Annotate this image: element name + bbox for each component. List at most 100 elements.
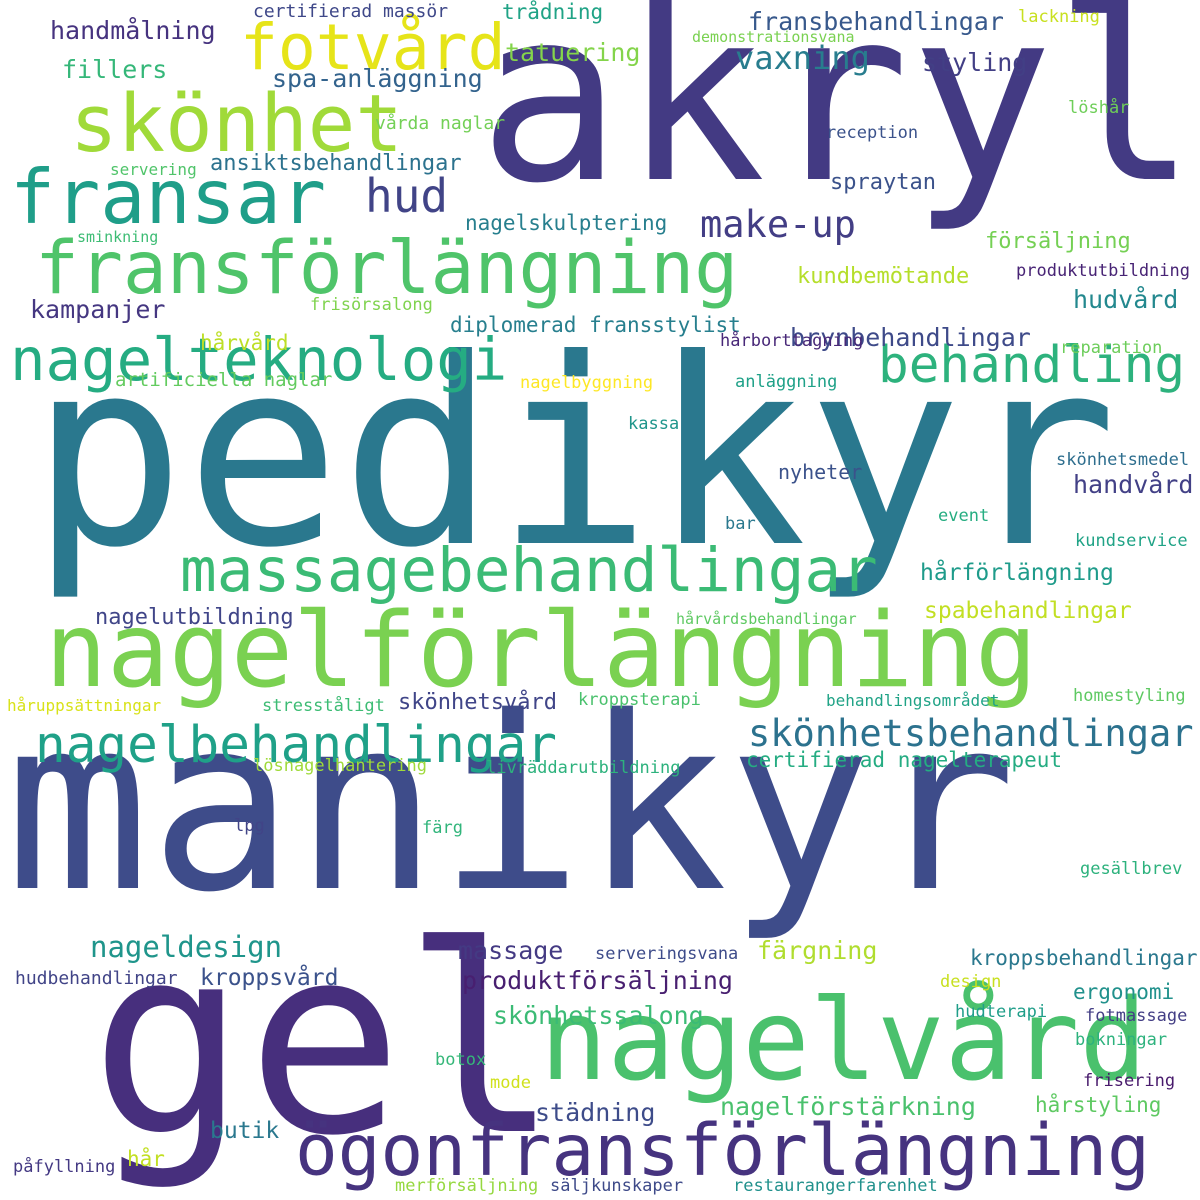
word: spraytan — [830, 170, 936, 195]
word: make-up — [700, 203, 856, 246]
word: handvård — [1073, 470, 1194, 499]
word: hårvårdsbehandlingar — [676, 610, 857, 628]
word: akryl — [478, 0, 1198, 236]
word: butik — [210, 1118, 280, 1144]
word: bokningar — [1075, 1030, 1168, 1050]
word: löshår — [1068, 98, 1130, 118]
word: demonstrationsvana — [692, 28, 855, 46]
word: homestyling — [1073, 686, 1186, 706]
word: hudvård — [1073, 285, 1179, 314]
word: massagebehandlingar — [180, 535, 878, 606]
word: kassa — [628, 414, 680, 434]
word: färg — [422, 818, 463, 838]
word: lpg — [234, 816, 265, 836]
word: kroppsvård — [200, 965, 339, 991]
word: hårstyling — [1035, 1093, 1162, 1117]
word: frisering — [1083, 1071, 1176, 1091]
word: diplomerad fransstylist — [450, 313, 741, 337]
word: kundservice — [1075, 531, 1188, 551]
word: nyheter — [778, 460, 863, 484]
word: produktutbildning — [1016, 261, 1190, 281]
word: ögonfransförlängning — [295, 1109, 1150, 1192]
word: gel — [90, 891, 560, 1193]
word: massage — [458, 936, 564, 965]
word: påfyllning — [13, 1157, 116, 1177]
word: skönhet — [70, 78, 403, 170]
word: event — [938, 506, 990, 526]
word: spa-anläggning — [272, 64, 483, 93]
word: vaxning — [735, 39, 870, 77]
word: lackning — [1018, 7, 1100, 27]
word: hud — [365, 169, 449, 223]
word: fransar — [10, 153, 327, 241]
word: vårda naglar — [375, 113, 506, 134]
word: styling — [922, 48, 1028, 77]
word: lösnagelhantering — [253, 756, 427, 776]
word: botox — [435, 1050, 487, 1070]
word: reparation — [1060, 338, 1163, 358]
word: mode — [490, 1073, 531, 1093]
word: trådning — [502, 0, 604, 24]
word: servering — [110, 160, 197, 179]
word: försäljning — [985, 229, 1131, 254]
word: kampanjer — [30, 295, 166, 324]
word: bar — [725, 514, 756, 534]
word: fotvård — [240, 11, 506, 84]
word: ansiktsbehandlingar — [210, 151, 462, 176]
word: brynbehandlingar — [790, 323, 1031, 352]
word: design — [940, 972, 1002, 992]
word: behandling — [878, 336, 1186, 395]
word: produktförsäljning — [462, 966, 733, 995]
word: manikyr — [5, 665, 1017, 945]
word: nagelbehandlingar — [35, 716, 557, 775]
word: kroppsterapi — [578, 690, 701, 710]
word: serveringsvana — [595, 944, 739, 964]
word: skönhetsvård — [398, 690, 557, 715]
word: hårförlängning — [920, 560, 1114, 586]
word: hårvård — [200, 331, 289, 355]
word: nageldesign — [90, 930, 283, 964]
word: säljkunskaper — [550, 1176, 684, 1196]
word: pedikyr — [30, 304, 1118, 604]
word: restaurangerfarenhet — [733, 1176, 938, 1196]
word: nagelförstärkning — [720, 1092, 976, 1121]
word: certifierad massör — [253, 1, 449, 22]
word: nagelskulptering — [465, 211, 668, 235]
word: sminkning — [77, 228, 159, 246]
word: fillers — [62, 55, 168, 84]
word: kundbemötande — [797, 264, 970, 289]
word: skönhetsbehandlingar — [748, 712, 1194, 755]
word: hår — [127, 1147, 165, 1171]
word: nagelutbildning — [95, 605, 294, 630]
word: reception — [826, 123, 919, 143]
word: stresståligt — [262, 696, 385, 716]
word: tatuering — [505, 38, 641, 67]
word: hudbehandlingar — [15, 968, 178, 989]
word: nagelförlängning — [45, 591, 1038, 711]
word: färgning — [757, 936, 878, 965]
word: hårborttagning — [720, 331, 864, 351]
word: livräddarutbildning — [486, 758, 681, 778]
word: handmålning — [50, 16, 216, 45]
word: nagelteknologi — [10, 325, 508, 394]
word: fransförlängning — [35, 226, 739, 311]
word: håruppsättningar — [7, 696, 162, 715]
word: behandlingsområdet — [826, 691, 1000, 710]
word: merförsäljning — [395, 1176, 539, 1196]
word: fotmassage — [1085, 1006, 1188, 1026]
word: artificiella naglar — [115, 369, 333, 391]
word: anläggning — [735, 372, 838, 392]
word: hudterapi — [955, 1002, 1048, 1022]
word: skönhetsmedel — [1056, 450, 1190, 470]
word: certifierad nagelterapeut — [746, 748, 1063, 772]
word: nagelvård — [540, 976, 1147, 1106]
word: gesällbrev — [1080, 859, 1183, 879]
word: frisörsalong — [310, 295, 433, 315]
word: städning — [535, 1098, 656, 1127]
word: nagelbyggning — [520, 373, 654, 393]
word: fransbehandlingar — [748, 7, 1004, 36]
word: skönhetssalong — [493, 1001, 704, 1030]
word: spabehandlingar — [924, 598, 1132, 624]
word: ergonomi — [1073, 980, 1175, 1004]
